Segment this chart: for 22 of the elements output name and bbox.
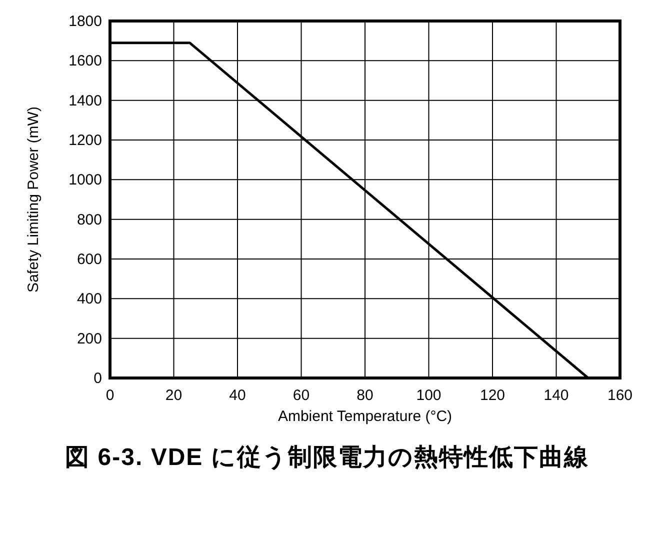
y-tick-label: 1400 [68, 92, 102, 110]
y-tick-label: 200 [76, 330, 102, 348]
x-tick-label: 160 [607, 387, 633, 404]
text: 図 6-3. VDE に従う制限電力の熱特性低下曲線 [65, 444, 589, 471]
y-tick-label: 600 [76, 251, 102, 268]
y-tick-label: 1200 [68, 132, 102, 149]
x-tick-label: 0 [106, 387, 114, 404]
y-tick-label: 1600 [68, 52, 102, 70]
x-tick-label: 60 [292, 387, 310, 404]
x-tick-label: 20 [165, 387, 182, 404]
x-tick-label: 140 [544, 387, 569, 404]
x-tick-label: 100 [416, 387, 442, 404]
y-tick-label: 1800 [68, 13, 102, 30]
x-tick-label: 120 [480, 387, 506, 404]
x-tick-label: 40 [229, 387, 246, 404]
y-tick-label: 1000 [68, 172, 102, 189]
x-tick-label: 80 [356, 387, 374, 404]
y-tick-label: 0 [94, 370, 102, 387]
y-tick-label: 400 [76, 290, 102, 308]
y-tick-label: 800 [76, 211, 102, 228]
y-axis-title: Safety Limiting Power (mW) [25, 106, 42, 292]
x-axis-title: Ambient Temperature (°C) [278, 408, 452, 425]
